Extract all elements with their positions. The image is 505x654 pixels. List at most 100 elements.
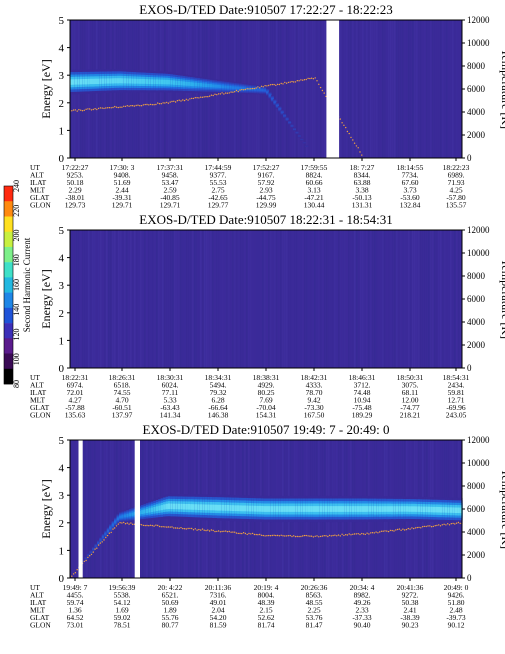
background-streak: [190, 230, 192, 368]
background-streak: [198, 230, 200, 368]
table-cell: 17:59:55: [301, 163, 328, 172]
temperature-trace-point: [171, 526, 173, 528]
temperature-trace-point: [332, 534, 334, 537]
background-streak: [370, 230, 372, 368]
energy-band-cell: [123, 514, 127, 518]
temperature-trace-point: [316, 80, 318, 82]
y-tick-label: 1: [59, 335, 65, 347]
table-cell: 6518.: [114, 381, 131, 390]
y2-axis-label: Temperature [K]: [499, 469, 505, 549]
table-cell: 6989.: [448, 171, 465, 180]
background-streak: [396, 20, 398, 158]
background-streak: [104, 440, 106, 578]
background-streak: [70, 230, 72, 368]
table-cell: 77.11: [162, 388, 179, 397]
temperature-trace-point: [112, 106, 114, 109]
background-streak: [344, 230, 346, 368]
temperature-trace-point: [225, 530, 227, 532]
temperature-trace-point: [117, 523, 120, 525]
background-streak: [402, 230, 404, 368]
colorbar-label: Second Harmonic Current: [22, 237, 32, 332]
energy-band-cell: [278, 506, 282, 512]
temperature-trace-point: [115, 525, 118, 527]
y2-tick-label: 10000: [467, 38, 490, 48]
temperature-trace-point: [384, 530, 386, 532]
temperature-trace-point: [302, 535, 304, 537]
table-cell: 63.88: [354, 178, 371, 187]
energy-band-cell: [383, 506, 387, 512]
y-axis-label: Energy [eV]: [39, 479, 53, 538]
energy-band-cell: [199, 83, 203, 87]
background-streak: [156, 230, 158, 368]
table-cell: 17:44:59: [205, 163, 232, 172]
table-cell: 2.59: [163, 186, 176, 195]
energy-band-cell: [391, 506, 394, 512]
temperature-trace-point: [439, 525, 442, 527]
temperature-trace-point: [108, 532, 111, 534]
table-cell: -53.60: [400, 193, 420, 202]
background-streak: [82, 230, 84, 368]
background-streak: [374, 20, 376, 158]
table-cell: 9167.: [258, 171, 275, 180]
background-streak: [164, 230, 166, 368]
background-streak: [338, 230, 340, 368]
table-cell: -39.31: [112, 193, 132, 202]
energy-band-cell: [261, 506, 265, 512]
energy-band-cell: [212, 84, 216, 88]
temperature-trace-point: [121, 106, 123, 108]
table-row-label: ILAT: [30, 178, 47, 187]
background-streak: [104, 230, 106, 368]
temperature-trace-point: [298, 80, 300, 82]
background-streak: [224, 230, 226, 368]
background-streak: [360, 20, 362, 158]
temperature-trace-point: [373, 532, 375, 534]
y2-tick-label: 10000: [467, 248, 490, 258]
energy-band-cell: [319, 506, 323, 512]
temperature-trace-point: [275, 534, 277, 537]
temperature-trace-point: [126, 105, 128, 107]
energy-band-cell: [273, 506, 277, 512]
background-streak: [306, 20, 308, 158]
temperature-trace-point: [421, 526, 424, 528]
background-streak: [138, 230, 140, 368]
table-row-label: MLT: [30, 396, 46, 405]
table-cell: 50.38: [402, 598, 419, 607]
temperature-trace-point: [166, 526, 168, 528]
background-streak: [372, 20, 374, 158]
background-streak: [382, 20, 384, 158]
background-streak: [386, 20, 388, 158]
temperature-trace-point: [90, 553, 93, 556]
energy-band-cell: [177, 503, 181, 510]
table-cell: -73.30: [304, 403, 324, 412]
y2-tick-label: 12000: [467, 435, 490, 445]
temperature-trace-point: [337, 534, 340, 536]
temperature-trace-point: [269, 535, 272, 537]
table-cell: 18:14:55: [397, 163, 424, 172]
background-streak: [302, 20, 304, 158]
background-streak: [354, 20, 356, 158]
temperature-trace-point: [153, 525, 155, 527]
temperature-trace-point: [131, 105, 134, 107]
colorbar-tick-label: 220: [12, 205, 21, 217]
temperature-trace-point: [321, 89, 324, 92]
temperature-trace-point: [260, 85, 263, 88]
energy-band-cell: [202, 504, 206, 511]
background-streak: [398, 230, 400, 368]
energy-band-cell: [172, 80, 176, 85]
table-cell: 78.70: [306, 388, 323, 397]
temperature-trace-point: [162, 102, 164, 104]
energy-band-cell: [160, 505, 164, 511]
temperature-trace-point: [212, 94, 214, 97]
energy-band-cell: [204, 83, 208, 87]
y-tick-label: 2: [59, 308, 65, 320]
background-streak: [434, 230, 436, 368]
temperature-trace-point: [260, 534, 263, 536]
table-cell: 8982.: [354, 591, 371, 600]
energy-band-cell: [231, 86, 235, 89]
energy-band-cell: [150, 507, 154, 513]
y-tick-label: 3: [59, 70, 65, 82]
energy-band-cell: [457, 507, 461, 513]
temperature-trace-point: [380, 530, 383, 532]
temperature-trace-point: [87, 108, 89, 110]
background-streak: [270, 230, 272, 368]
